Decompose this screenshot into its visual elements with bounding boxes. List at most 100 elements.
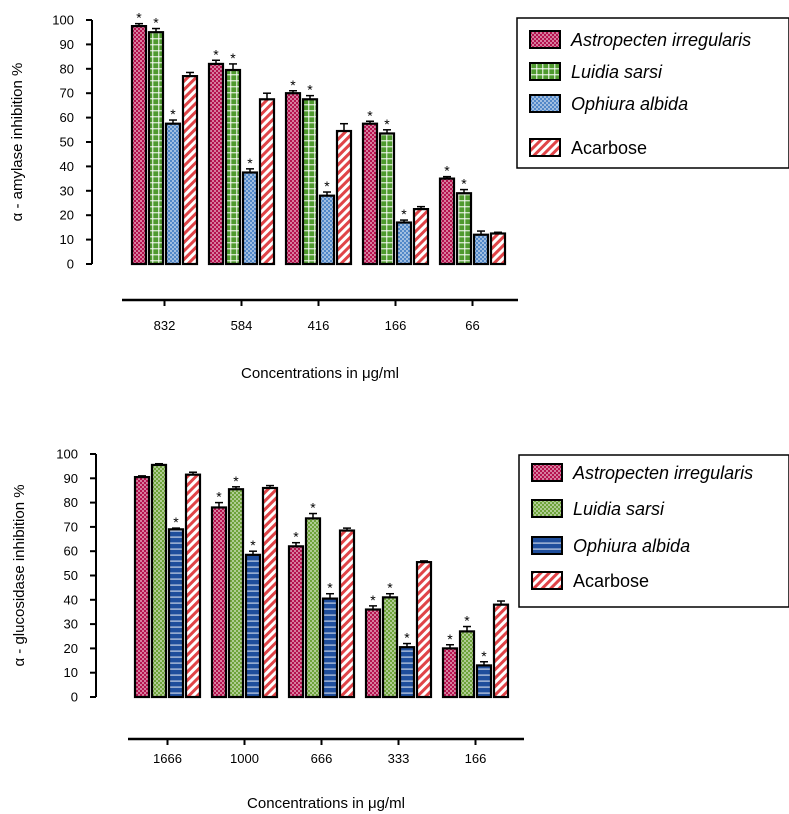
y-tick-label: 90 (60, 37, 74, 52)
significance-marker: * (293, 529, 299, 545)
y-tick-label: 80 (64, 495, 78, 510)
legend: Astropecten irregularis Luidia sarsi Ophiu… (518, 454, 789, 608)
x-tick-label: 66 (465, 318, 479, 333)
significance-marker: * (250, 537, 256, 553)
x-axis-title: Concentrations in μg/ml (247, 795, 405, 812)
x-tick-label: 1666 (153, 751, 182, 766)
y-tick-label: 0 (71, 690, 78, 705)
legend-label: Ophiura albida (571, 94, 688, 114)
bar (167, 528, 185, 699)
bar (261, 486, 279, 699)
significance-marker: * (213, 46, 219, 62)
bar (184, 473, 202, 699)
bar (164, 122, 182, 266)
bar (130, 25, 148, 266)
legend-label: Astropecten irregularis (570, 30, 751, 50)
x-tick-label: 333 (388, 751, 410, 766)
bar (150, 463, 168, 699)
bar (472, 233, 490, 266)
x-tick-label: 166 (465, 751, 487, 766)
significance-marker: * (447, 631, 453, 647)
bar (455, 192, 473, 266)
significance-marker: * (247, 155, 253, 171)
significance-marker: * (481, 648, 487, 664)
bar (335, 129, 353, 266)
y-tick-label: 0 (67, 257, 74, 272)
bar (210, 506, 228, 699)
x-tick-label: 416 (308, 318, 330, 333)
y-tick-label: 20 (60, 208, 74, 223)
bar (287, 545, 305, 699)
significance-marker: * (370, 592, 376, 608)
y-tick-label: 10 (64, 665, 78, 680)
significance-marker: * (216, 489, 222, 505)
y-tick-label: 40 (60, 159, 74, 174)
legend-swatch (529, 30, 561, 49)
y-tick-label: 100 (56, 447, 78, 462)
bar (321, 597, 339, 699)
significance-marker: * (170, 106, 176, 122)
bar (475, 664, 493, 699)
significance-marker: * (324, 178, 330, 194)
significance-marker: * (173, 514, 179, 530)
legend-swatch (529, 138, 561, 157)
legend-box (516, 17, 789, 169)
y-axis-title: α - glucosidase inhibition % (11, 484, 28, 666)
y-tick-label: 30 (60, 183, 74, 198)
significance-marker: * (307, 82, 313, 98)
significance-marker: * (404, 630, 410, 646)
significance-marker: * (387, 580, 393, 596)
legend-swatch (529, 62, 561, 81)
legend-box (518, 454, 789, 608)
significance-marker: * (464, 613, 470, 629)
x-tick-label: 666 (311, 751, 333, 766)
bar (364, 608, 382, 699)
bar (395, 221, 413, 266)
bar (492, 603, 510, 699)
significance-marker: * (367, 107, 373, 123)
significance-marker: * (136, 10, 142, 26)
bar (284, 92, 302, 266)
y-tick-label: 50 (60, 135, 74, 150)
significance-marker: * (444, 163, 450, 179)
significance-marker: * (310, 500, 316, 516)
y-tick-label: 20 (64, 641, 78, 656)
legend-label: Acarbose (573, 571, 649, 591)
bar (147, 31, 165, 266)
y-tick-label: 30 (64, 617, 78, 632)
legend-label: Ophiura albida (573, 536, 690, 556)
bar (207, 62, 225, 266)
x-tick-label: 166 (385, 318, 407, 333)
significance-marker: * (384, 116, 390, 132)
legend-label: Acarbose (571, 138, 647, 158)
bar (133, 475, 151, 699)
amylase-chart: 0 10 20 30 40 50 60 70 80 90 100 α - amylase inhibi… (9, 10, 789, 382)
bar (438, 177, 456, 266)
legend-label: Luidia sarsi (571, 62, 663, 82)
bar (458, 630, 476, 699)
y-tick-label: 10 (60, 232, 74, 247)
bar (258, 98, 276, 266)
significance-marker: * (327, 580, 333, 596)
bar (361, 122, 379, 266)
bar (441, 647, 459, 699)
legend-label: Luidia sarsi (573, 499, 665, 519)
glucosidase-chart: 0 10 20 30 40 50 60 70 80 90 100 α - glucosidase in… (11, 447, 789, 812)
bar (301, 98, 319, 266)
significance-marker: * (153, 15, 159, 31)
bar (489, 232, 507, 266)
legend-swatch (529, 94, 561, 113)
y-tick-label: 90 (64, 471, 78, 486)
x-tick-label: 584 (231, 318, 253, 333)
bar (304, 517, 322, 699)
significance-marker: * (461, 176, 467, 192)
x-axis-title: Concentrations in μg/ml (241, 365, 399, 382)
legend-label: Astropecten irregularis (572, 463, 753, 483)
legend: Astropecten irregularis Luidia sarsi Ophiu… (516, 17, 789, 169)
bar (241, 171, 259, 266)
bar (338, 529, 356, 699)
significance-marker: * (230, 50, 236, 66)
bar (412, 208, 430, 266)
y-axis-title: α - amylase inhibition % (9, 63, 26, 222)
significance-marker: * (233, 473, 239, 489)
